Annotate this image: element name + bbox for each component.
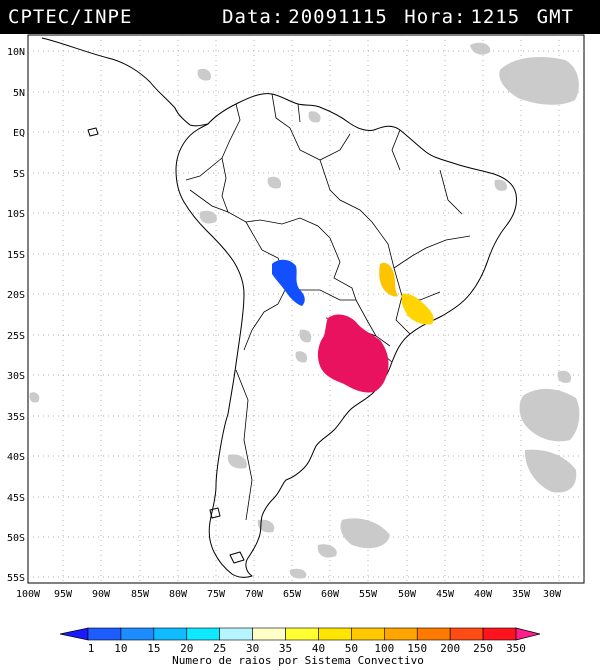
lat-label: 5S xyxy=(13,169,25,180)
colorbar: 1 10 15 20 25 30 35 40 50 100 150 200 250 350 Numero … xyxy=(59,627,541,667)
system-bolivia xyxy=(272,259,305,306)
lat-label: 10S xyxy=(7,209,25,220)
lon-label: 90W xyxy=(92,589,111,600)
colorbar-cell xyxy=(449,627,484,641)
colorbar-label: 150 xyxy=(407,642,427,655)
lat-label: 15S xyxy=(7,250,25,261)
latitude-labels: 10N 5N EQ 5S 10S 15S 20S 25S 30S 35S 40S… xyxy=(7,47,25,584)
colorbar-label: 1 xyxy=(88,642,95,655)
colorbar-cell xyxy=(252,627,286,641)
colorbar-cell xyxy=(219,627,253,641)
lon-label: 30W xyxy=(543,589,562,600)
time-value: 1215 xyxy=(470,6,521,28)
colorbar-cell xyxy=(153,627,188,641)
longitude-labels: 100W 95W 90W 85W 80W 75W 70W 65W 60W 55W… xyxy=(16,589,562,600)
colorbar-arrow-left xyxy=(59,627,89,641)
lat-label: 30S xyxy=(7,371,25,382)
lon-label: 80W xyxy=(169,589,188,600)
lat-label: 25S xyxy=(7,331,25,342)
system-south xyxy=(317,314,389,393)
lat-label: 20S xyxy=(7,290,25,301)
coastline xyxy=(41,37,517,578)
lon-label: 55W xyxy=(359,589,378,600)
colorbar-cell xyxy=(384,627,418,641)
lat-label: 10N xyxy=(7,47,25,58)
source-label: CPTEC/INPE xyxy=(8,6,133,28)
date-label: Data: xyxy=(222,6,285,28)
lightning-map: 10N 5N EQ 5S 10S 15S 20S 25S 30S 35S 40S… xyxy=(7,34,585,667)
colorbar-label: 25 xyxy=(213,642,226,655)
colorbar-cell xyxy=(416,627,451,641)
lon-label: 60W xyxy=(321,589,340,600)
colorbar-label: 15 xyxy=(147,642,160,655)
convective-systems xyxy=(272,259,434,393)
colorbar-label: 20 xyxy=(180,642,193,655)
colorbar-cell xyxy=(482,627,517,641)
timezone-label: GMT xyxy=(536,6,574,28)
colorbar-label: 200 xyxy=(440,642,460,655)
lon-label: 85W xyxy=(131,589,150,600)
lon-label: 40W xyxy=(474,589,493,600)
lat-label: EQ xyxy=(13,128,25,139)
datetime-label: Data: 20091115 Hora: 1215 GMT xyxy=(218,6,574,28)
colorbar-cells xyxy=(87,627,517,641)
time-label: Hora: xyxy=(404,6,467,28)
colorbar-label: 100 xyxy=(374,642,394,655)
colorbar-label: 50 xyxy=(345,642,358,655)
colorbar-label: 35 xyxy=(279,642,292,655)
map-frame xyxy=(27,34,585,584)
colorbar-label: 350 xyxy=(506,642,526,655)
lon-label: 50W xyxy=(398,589,417,600)
map-header: CPTEC/INPE Data: 20091115 Hora: 1215 GMT xyxy=(0,0,600,34)
lon-label: 100W xyxy=(16,589,41,600)
lat-label: 50S xyxy=(7,533,25,544)
colorbar-cell xyxy=(351,627,385,641)
lat-label: 35S xyxy=(7,412,25,423)
lon-label: 45W xyxy=(436,589,455,600)
colorbar-cell xyxy=(285,627,319,641)
lon-label: 95W xyxy=(54,589,73,600)
system-southeast-brazil xyxy=(401,293,434,325)
colorbar-label: 10 xyxy=(114,642,127,655)
lat-label: 40S xyxy=(7,452,25,463)
lon-label: 35W xyxy=(512,589,531,600)
colorbar-cell xyxy=(186,627,220,641)
lat-label: 55S xyxy=(7,573,25,584)
colorbar-title: Numero de raios por Sistema Convectivo xyxy=(172,654,424,667)
lon-label: 75W xyxy=(207,589,226,600)
system-central-brazil xyxy=(379,262,398,297)
lon-label: 65W xyxy=(283,589,302,600)
colorbar-label: 250 xyxy=(473,642,493,655)
colorbar-arrow-right xyxy=(515,627,541,641)
lon-label: 70W xyxy=(245,589,264,600)
lat-label: 45S xyxy=(7,493,25,504)
colorbar-cell xyxy=(318,627,352,641)
colorbar-labels: 1 10 15 20 25 30 35 40 50 100 150 200 250 350 xyxy=(88,642,526,655)
colorbar-cell xyxy=(120,627,155,641)
cloud-cover xyxy=(29,42,580,579)
date-value: 20091115 xyxy=(288,6,388,28)
colorbar-label: 30 xyxy=(246,642,259,655)
colorbar-cell xyxy=(87,627,122,641)
colorbar-label: 40 xyxy=(312,642,325,655)
lat-label: 5N xyxy=(13,88,25,99)
